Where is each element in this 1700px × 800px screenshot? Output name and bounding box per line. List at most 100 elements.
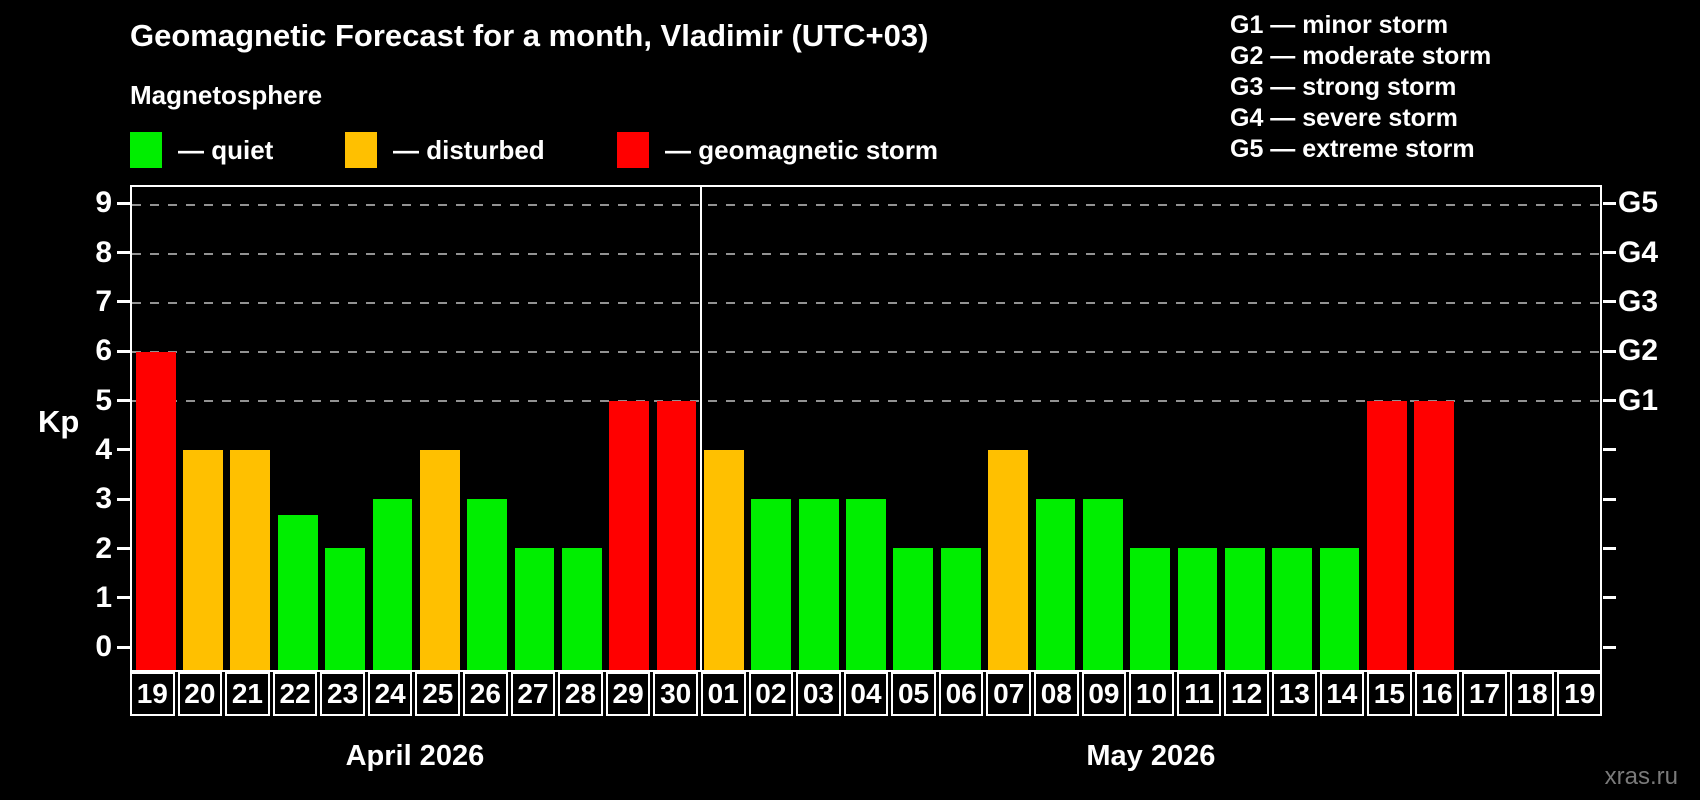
legend-swatch-storm bbox=[617, 132, 649, 168]
bar-day-15 bbox=[1367, 400, 1407, 670]
date-label-may-03: 03 bbox=[796, 672, 841, 716]
date-label-may-18: 18 bbox=[1509, 672, 1555, 716]
legend-item-disturbed: — disturbed bbox=[345, 131, 545, 169]
bar-day-30 bbox=[656, 400, 697, 670]
left-tick-7 bbox=[117, 300, 130, 304]
bar-day-20 bbox=[183, 449, 223, 670]
date-label-may-16: 16 bbox=[1414, 672, 1460, 716]
right-tick-5 bbox=[1603, 399, 1616, 403]
date-label-apr-26: 26 bbox=[463, 672, 508, 716]
month-label-may-2026: May 2026 bbox=[1086, 740, 1216, 772]
left-tick-6 bbox=[117, 349, 130, 353]
y-axis-label-7: 7 bbox=[95, 284, 112, 318]
y-axis-label-2: 2 bbox=[95, 531, 112, 565]
bar-day-26 bbox=[467, 498, 508, 670]
bar-day-24 bbox=[372, 498, 413, 670]
plot-area bbox=[130, 185, 1602, 672]
date-label-may-08: 08 bbox=[1034, 672, 1079, 716]
left-tick-2 bbox=[117, 547, 130, 551]
gridline-kp-7 bbox=[132, 301, 1600, 304]
bar-day-01 bbox=[704, 449, 744, 670]
month-divider bbox=[700, 187, 703, 670]
date-label-apr-24: 24 bbox=[367, 672, 413, 716]
left-tick-3 bbox=[117, 497, 130, 501]
legend-swatch-disturbed bbox=[345, 132, 377, 168]
bar-day-21 bbox=[230, 449, 271, 670]
date-label-may-17: 17 bbox=[1462, 672, 1507, 716]
bar-day-14 bbox=[1319, 547, 1360, 670]
month-label-april-2026: April 2026 bbox=[345, 740, 485, 772]
right-axis-label-G4: G4 bbox=[1618, 235, 1659, 269]
date-label-may-06: 06 bbox=[938, 672, 984, 716]
bar-day-28 bbox=[561, 547, 602, 670]
legend-item-storm: — geomagnetic storm bbox=[617, 131, 938, 169]
bar-day-08 bbox=[1035, 498, 1076, 670]
right-tick-8 bbox=[1603, 251, 1616, 255]
y-axis-label-0: 0 bbox=[95, 630, 112, 664]
bar-day-27 bbox=[514, 547, 555, 670]
gridline-kp-9 bbox=[132, 204, 1600, 207]
right-tick-0 bbox=[1603, 645, 1616, 649]
bar-day-05 bbox=[893, 547, 934, 670]
right-tick-6 bbox=[1603, 349, 1616, 353]
left-tick-1 bbox=[117, 596, 130, 600]
right-tick-9 bbox=[1603, 201, 1616, 205]
left-tick-5 bbox=[117, 399, 130, 403]
left-tick-8 bbox=[117, 251, 130, 255]
right-tick-2 bbox=[1603, 547, 1616, 551]
bar-day-23 bbox=[325, 547, 365, 670]
bar-day-09 bbox=[1082, 498, 1123, 670]
date-label-apr-19: 19 bbox=[130, 672, 175, 716]
watermark: xras.ru bbox=[1604, 763, 1678, 790]
y-axis-label-4: 4 bbox=[95, 432, 112, 466]
y-axis-title: Kp bbox=[38, 404, 80, 439]
left-tick-0 bbox=[117, 645, 130, 649]
left-tick-4 bbox=[117, 448, 130, 452]
bar-day-16 bbox=[1414, 400, 1455, 670]
date-label-may-19: 19 bbox=[1557, 672, 1602, 716]
storm-scale-line-1: G1 — minor storm bbox=[1230, 11, 1449, 39]
date-label-may-09: 09 bbox=[1081, 672, 1127, 716]
date-axis: 19 20 21 22 23 24 25 26 27 28 29 30 01 02 03 04 05 06 07 08… bbox=[130, 672, 1602, 716]
right-tick-1 bbox=[1603, 596, 1616, 600]
left-tick-9 bbox=[117, 201, 130, 205]
bar-day-06 bbox=[940, 547, 981, 670]
bar-day-22 bbox=[277, 514, 318, 670]
right-axis-label-G5: G5 bbox=[1618, 186, 1659, 220]
date-label-apr-27: 27 bbox=[510, 672, 556, 716]
legend-label-disturbed: — disturbed bbox=[393, 134, 545, 165]
storm-scale-legend: G1 — minor storm G2 — moderate storm G3 — … bbox=[1230, 10, 1491, 165]
y-axis-label-5: 5 bbox=[95, 383, 112, 417]
date-label-may-04: 04 bbox=[843, 672, 889, 716]
bar-day-04 bbox=[846, 498, 886, 670]
date-label-apr-28: 28 bbox=[558, 672, 603, 716]
bar-day-11 bbox=[1177, 547, 1218, 670]
y-axis-label-3: 3 bbox=[95, 482, 112, 516]
right-axis-label-G3: G3 bbox=[1618, 284, 1659, 318]
date-label-apr-22: 22 bbox=[272, 672, 318, 716]
date-label-may-10: 10 bbox=[1129, 672, 1174, 716]
date-label-may-01: 01 bbox=[700, 672, 746, 716]
date-label-apr-25: 25 bbox=[415, 672, 461, 716]
bar-day-03 bbox=[798, 498, 839, 670]
storm-scale-line-4: G4 — severe storm bbox=[1230, 104, 1458, 132]
bar-day-19 bbox=[135, 351, 176, 670]
legend-label-storm: — geomagnetic storm bbox=[665, 134, 939, 165]
gridline-kp-8 bbox=[132, 253, 1600, 256]
date-label-apr-20: 20 bbox=[177, 672, 223, 716]
bar-day-07 bbox=[988, 449, 1028, 670]
date-label-may-12: 12 bbox=[1224, 672, 1269, 716]
bar-day-13 bbox=[1272, 547, 1313, 670]
right-tick-4 bbox=[1603, 448, 1616, 452]
storm-scale-line-2: G2 — moderate storm bbox=[1230, 42, 1492, 70]
right-tick-3 bbox=[1603, 497, 1616, 501]
y-axis-label-1: 1 bbox=[95, 580, 112, 614]
date-label-apr-23: 23 bbox=[320, 672, 365, 716]
date-label-may-02: 02 bbox=[748, 672, 794, 716]
legend-swatch-quiet bbox=[130, 132, 162, 168]
date-label-apr-29: 29 bbox=[605, 672, 651, 716]
gridline-kp-5 bbox=[132, 399, 1600, 402]
right-axis-label-G1: G1 bbox=[1618, 383, 1659, 417]
bar-day-29 bbox=[609, 400, 650, 670]
